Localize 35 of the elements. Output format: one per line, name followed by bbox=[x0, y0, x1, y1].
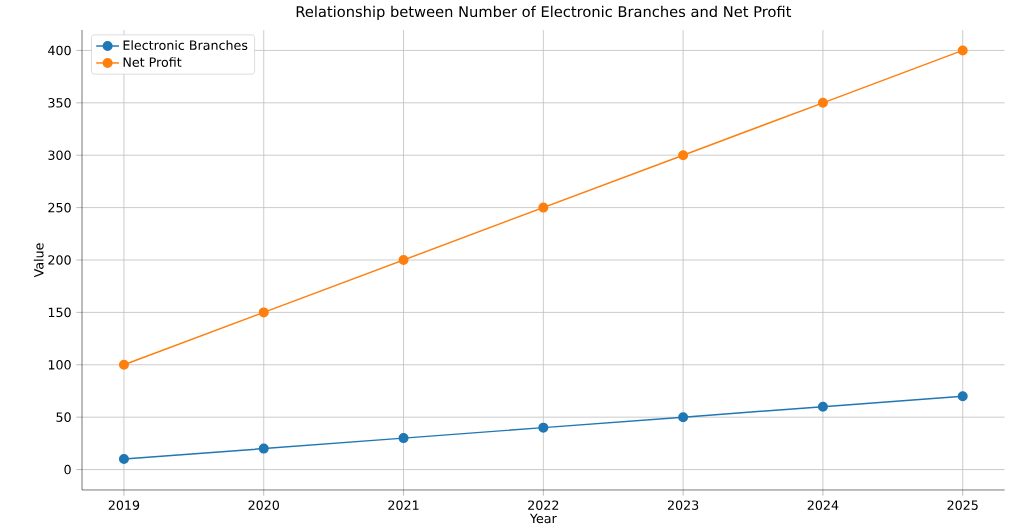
x-axis-title: Year bbox=[529, 513, 557, 524]
point bbox=[817, 401, 828, 412]
point bbox=[118, 454, 129, 465]
legend-label: Electronic Branches bbox=[123, 40, 248, 50]
x-tick-label: 2024 bbox=[807, 500, 839, 510]
x-tick-label: 2022 bbox=[528, 500, 559, 510]
x-tick-label: 2021 bbox=[388, 500, 419, 510]
point bbox=[538, 202, 549, 213]
chart-title: Relationship between Number of Electronic Branches and Net Profit bbox=[296, 5, 792, 20]
point bbox=[957, 391, 968, 402]
point bbox=[678, 412, 689, 423]
legend-label: Net Profit bbox=[123, 57, 182, 67]
x-tick-label: 2020 bbox=[248, 500, 280, 510]
x-tick-label: 2025 bbox=[947, 500, 978, 510]
x-tick-label: 2023 bbox=[667, 500, 699, 510]
point bbox=[957, 45, 968, 56]
point bbox=[398, 433, 409, 444]
y-tick-label: 200 bbox=[48, 255, 71, 265]
point bbox=[118, 359, 129, 370]
y-tick-label: 150 bbox=[48, 307, 71, 318]
y-tick-label: 0 bbox=[64, 464, 71, 475]
y-tick-label: 50 bbox=[56, 412, 71, 422]
point bbox=[817, 97, 828, 108]
y-tick-label: 400 bbox=[48, 45, 71, 56]
point bbox=[258, 443, 269, 454]
point bbox=[678, 150, 689, 161]
point bbox=[398, 254, 409, 265]
x-tick-label: 2019 bbox=[108, 500, 140, 510]
y-axis-title: Value bbox=[33, 243, 44, 278]
y-tick-label: 100 bbox=[48, 359, 71, 370]
point bbox=[538, 422, 549, 433]
y-tick-label: 300 bbox=[48, 150, 71, 161]
y-tick-label: 250 bbox=[48, 202, 71, 213]
y-tick-label: 350 bbox=[48, 98, 71, 108]
point bbox=[258, 307, 269, 318]
